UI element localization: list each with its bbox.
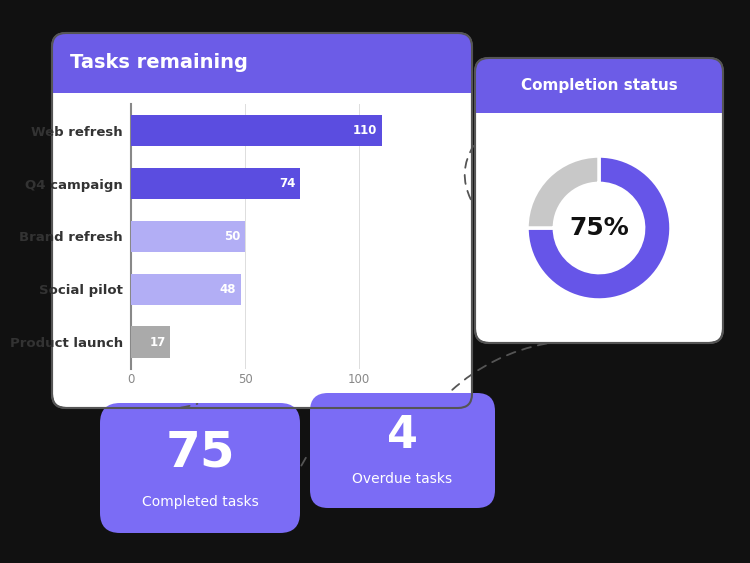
Text: Tasks remaining: Tasks remaining [70,53,248,73]
Text: 75%: 75% [569,216,628,240]
Text: 75: 75 [165,428,235,476]
FancyBboxPatch shape [475,58,723,343]
Text: 4: 4 [387,414,418,457]
Text: 48: 48 [220,283,236,296]
Bar [131,115,382,146]
Bar [475,86,723,113]
FancyBboxPatch shape [475,58,723,113]
Bar [131,221,245,252]
Bar [131,327,170,358]
Text: Overdue tasks: Overdue tasks [352,472,452,486]
Text: 50: 50 [224,230,241,243]
Bar [131,274,241,305]
Text: Completed tasks: Completed tasks [142,495,258,509]
Text: 110: 110 [353,124,377,137]
Text: Completion status: Completion status [520,78,677,93]
FancyBboxPatch shape [52,33,472,93]
FancyBboxPatch shape [52,33,472,408]
Bar [52,63,472,93]
Bar [131,168,300,199]
Text: 17: 17 [149,336,166,349]
Wedge shape [527,156,599,228]
FancyBboxPatch shape [100,403,300,533]
FancyBboxPatch shape [310,393,495,508]
Wedge shape [527,156,671,300]
Text: 74: 74 [279,177,296,190]
